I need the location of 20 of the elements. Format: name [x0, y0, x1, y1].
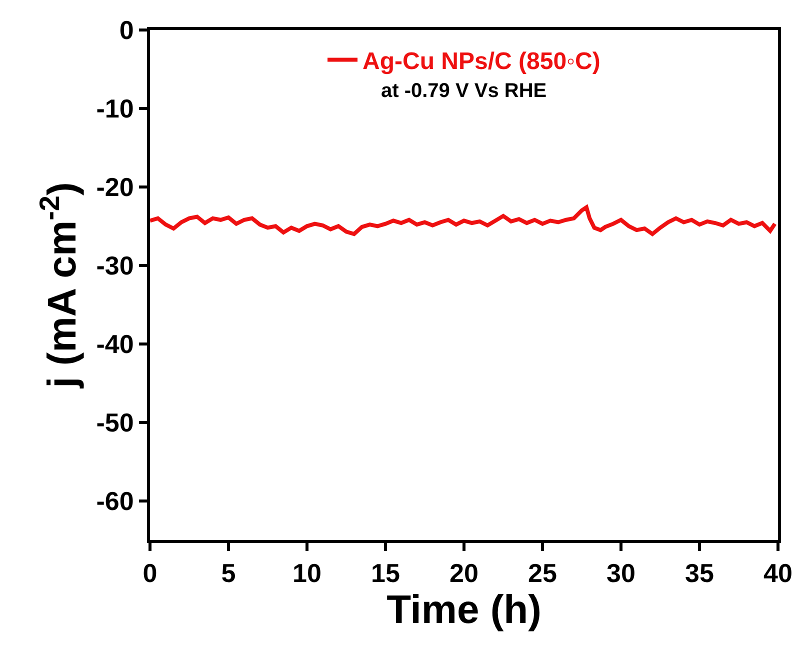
y-tick-label: -30 — [96, 250, 134, 280]
y-tick-label: -40 — [96, 328, 134, 359]
x-tick-label: 5 — [221, 558, 236, 588]
x-axis-title: Time (h) — [386, 588, 542, 632]
annotation: at -0.79 V Vs RHE — [381, 80, 547, 102]
line-series — [150, 205, 777, 236]
x-tick-label: 15 — [371, 558, 400, 588]
x-tick-label: 0 — [142, 558, 158, 588]
y-tick-label: -60 — [96, 486, 134, 516]
legend-label: Ag-Cu NPs/C (850◦C) — [362, 48, 600, 76]
x-tick-label: 25 — [528, 558, 557, 588]
x-tick-label: 35 — [685, 558, 714, 588]
x-tick-label: 10 — [292, 558, 322, 588]
x-tick-label: 40 — [764, 558, 792, 588]
y-tick-label: -20 — [96, 172, 134, 202]
y-tick-label: -50 — [96, 407, 134, 438]
x-tick-label: 30 — [606, 558, 636, 588]
y-tick-label: -10 — [96, 94, 134, 124]
x-tick-label: 20 — [450, 558, 478, 588]
y-tick-label: 0 — [119, 15, 134, 46]
